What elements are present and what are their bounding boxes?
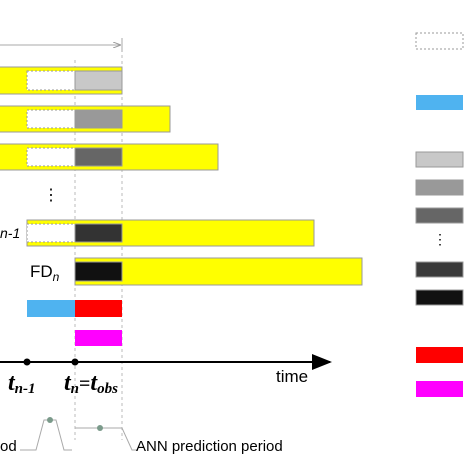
box — [74, 261, 123, 282]
t-main: t — [64, 370, 72, 396]
legend-swatch — [415, 179, 464, 196]
t-label: tn=tobs — [64, 370, 118, 397]
legend — [415, 32, 464, 397]
box — [75, 300, 122, 317]
fd-sub: n — [53, 270, 60, 284]
bracket — [20, 419, 72, 451]
dots: ⋮ — [43, 187, 59, 204]
legend-dots: ⋮ — [433, 231, 447, 247]
axis-label: time — [276, 367, 308, 386]
input-box — [26, 147, 76, 167]
legend-swatch — [415, 32, 464, 50]
input-box — [26, 70, 76, 91]
legend-swatch — [415, 289, 464, 306]
box — [74, 223, 123, 243]
legend-swatch — [416, 95, 463, 110]
legend-swatch — [416, 347, 463, 363]
input-box — [26, 223, 76, 243]
t-sub: n-1 — [15, 381, 36, 397]
t-eq: = — [79, 373, 90, 395]
legend-swatch — [415, 151, 464, 168]
t-main: t — [90, 370, 98, 396]
legend-swatch — [415, 207, 464, 224]
fd-label: FDn — [30, 262, 60, 284]
box — [74, 70, 123, 91]
period-label: od — [0, 438, 17, 455]
box — [74, 147, 123, 167]
box — [27, 300, 75, 317]
bar — [74, 257, 363, 286]
axis-point — [23, 358, 31, 366]
bars — [0, 66, 363, 346]
fd-main: FD — [30, 262, 53, 281]
axis-point — [71, 358, 79, 366]
input-box — [26, 109, 76, 129]
bracket — [121, 427, 138, 451]
fd-label: n-1 — [0, 225, 20, 241]
box — [75, 330, 122, 346]
box — [74, 109, 123, 129]
t-main: t — [8, 370, 16, 396]
t-sub: n — [71, 381, 79, 397]
bracket-point — [97, 425, 103, 431]
t-label: tn-1 — [8, 370, 36, 397]
bracket-point — [47, 417, 53, 423]
legend-swatch — [416, 381, 463, 397]
period-label: ANN prediction period — [136, 438, 283, 455]
legend-swatch — [415, 261, 464, 278]
t-sub: obs — [97, 381, 118, 397]
